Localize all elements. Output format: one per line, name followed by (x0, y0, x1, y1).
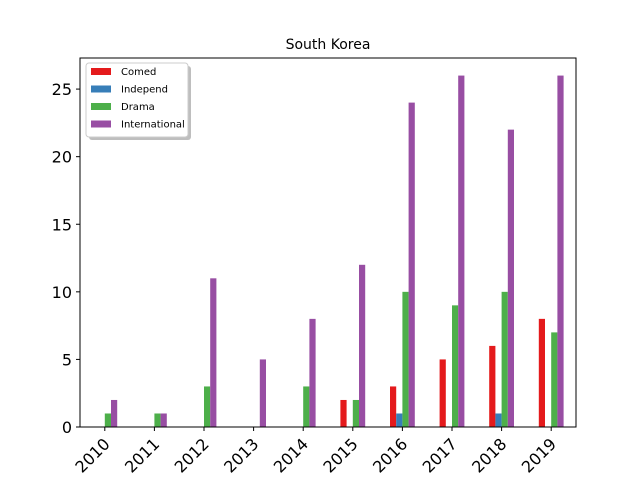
x-tick-label: 2017 (419, 434, 461, 476)
x-tick-label: 2019 (518, 434, 560, 476)
bar-comed-2016 (390, 386, 397, 427)
legend-swatch-comed (91, 68, 111, 75)
bar-drama-2018 (501, 291, 508, 427)
legend-box (85, 62, 189, 138)
bar-international-2014 (309, 318, 316, 427)
bar-independ-2016 (396, 413, 403, 427)
legend-label-independ: Independ (121, 85, 168, 96)
legend: Comed Independ Drama International (85, 62, 191, 140)
x-tick-label: 2014 (270, 434, 312, 476)
legend-items: Comed Independ Drama International (91, 67, 185, 131)
bar-comed-2018 (489, 345, 496, 427)
x-tick-label: 2018 (468, 434, 510, 476)
y-tick-label: 10 (52, 283, 72, 302)
x-tick-label: 2012 (171, 434, 213, 476)
y-tick-label: 5 (62, 350, 72, 369)
x-axis-ticks: 2010 2011 2012 2013 2014 2015 2016 2017 2018 2019 (71, 427, 560, 477)
bar-international-2010 (111, 399, 118, 427)
bar-drama-2015 (352, 399, 359, 427)
legend-label-international: International (121, 120, 185, 131)
bar-international-2016 (408, 102, 415, 427)
bar-drama-2016 (402, 291, 409, 427)
bar-drama-2010 (104, 413, 111, 427)
bar-drama-2012 (204, 386, 211, 427)
bar-comed-2019 (538, 318, 545, 427)
bar-comed-2017 (439, 359, 446, 427)
bar-comed-2015 (340, 399, 347, 427)
bar-drama-2014 (303, 386, 310, 427)
y-axis-ticks: 0 5 10 15 20 25 (52, 80, 80, 437)
axes-frame (79, 57, 577, 428)
bar-independ-2018 (495, 413, 502, 427)
bar-drama-2011 (154, 413, 161, 427)
bars (104, 75, 564, 428)
bar-international-2015 (359, 264, 366, 427)
legend-swatch-independ (91, 85, 111, 93)
chart-title: South Korea (286, 37, 371, 53)
x-tick-label: 2010 (71, 434, 113, 476)
x-tick-label: 2016 (369, 434, 411, 476)
x-tick-label: 2011 (121, 434, 163, 476)
y-tick-label: 15 (52, 215, 72, 234)
bar-international-2013 (259, 359, 266, 427)
bar-international-2019 (557, 75, 564, 428)
x-tick-label: 2015 (319, 434, 361, 476)
legend-swatch-international (91, 120, 111, 128)
bar-international-2011 (160, 413, 167, 427)
bar-international-2017 (458, 75, 465, 428)
y-tick-label: 25 (52, 80, 72, 99)
legend-swatch-drama (91, 103, 111, 110)
x-tick-label: 2013 (220, 434, 262, 476)
y-tick-label: 20 (52, 148, 72, 167)
bar-international-2018 (507, 129, 514, 427)
legend-label-drama: Drama (121, 102, 155, 113)
bar-drama-2017 (452, 305, 459, 427)
bar-international-2012 (210, 278, 217, 427)
bar-drama-2019 (551, 332, 558, 427)
legend-label-comed: Comed (121, 67, 156, 78)
axes (79, 57, 577, 428)
y-tick-label: 0 (62, 418, 72, 437)
